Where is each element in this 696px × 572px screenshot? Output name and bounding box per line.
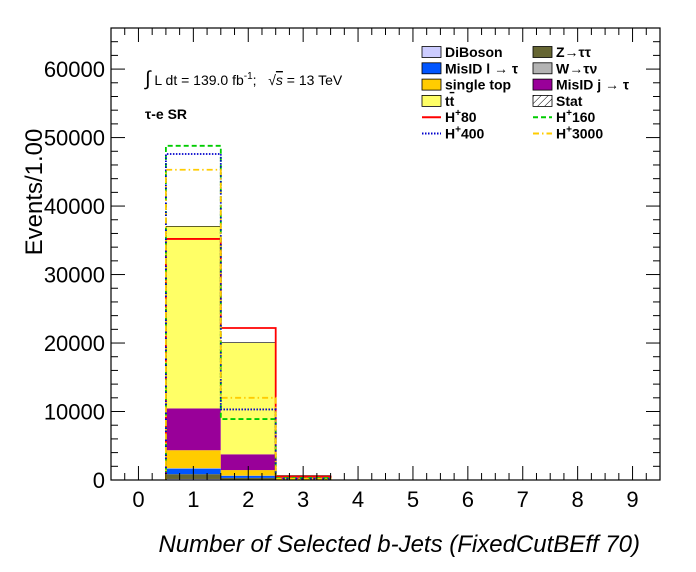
legend-label-left-0: DiBoson — [445, 44, 503, 60]
bar-5-bin-1 — [165, 408, 221, 451]
legend-swatch-left-0 — [421, 46, 442, 58]
sqrt-s: s — [276, 72, 283, 88]
x-tick-label: 3 — [297, 487, 309, 512]
y-axis-title: Events/1.00 — [21, 129, 48, 256]
tick-labels: 0 10000 20000 30000 40000 50000 60000 0 1 2 3 4 5 6 7 8… — [44, 57, 639, 512]
x-tick-label: 5 — [407, 487, 419, 512]
axis-ticks — [110, 27, 661, 481]
legend-swatch-left-1 — [421, 62, 442, 75]
legend-label-right-1: W→τν — [556, 60, 597, 76]
legend-swatch-right-1 — [532, 62, 553, 75]
legend-swatch-right-3 — [532, 95, 553, 107]
y-tick-label: 30000 — [44, 263, 105, 288]
bar-4-bin-1 — [165, 450, 221, 469]
signal-lines — [165, 144, 332, 480]
legend-label-right-4: H+160 — [556, 108, 596, 125]
legend-label-left-5: H+400 — [445, 125, 485, 142]
legend-swatch-right-0 — [532, 46, 553, 58]
y-tick-label: 10000 — [44, 400, 105, 425]
lumi-text: L dt = 139.0 fb — [150, 72, 243, 88]
legend-label-left-2: single top — [445, 77, 511, 93]
legend-label-left-4: H+80 — [445, 108, 477, 125]
lumi-separator: ; — [253, 72, 269, 88]
legend-label-right-2: MisID j → τ — [556, 77, 630, 93]
x-tick-label: 1 — [187, 487, 199, 512]
x-axis-title: Number of Selected b-Jets (FixedCutBEff … — [158, 531, 640, 558]
legend-label-left-1: MisID l → τ — [445, 60, 519, 76]
y-tick-label: 20000 — [44, 331, 105, 356]
x-tick-label: 4 — [352, 487, 364, 512]
y-tick-label: 0 — [93, 468, 105, 493]
signal-line-3 — [165, 168, 332, 480]
integral-symbol: ∫ — [144, 68, 152, 90]
lumi-exponent: -1 — [244, 71, 253, 82]
x-tick-label: 6 — [462, 487, 474, 512]
x-tick-label: 8 — [572, 487, 584, 512]
signal-line-2 — [165, 153, 332, 480]
y-tick-label: 50000 — [44, 126, 105, 151]
legend-swatch-right-2 — [532, 78, 553, 91]
energy-text: = 13 TeV — [283, 72, 343, 88]
y-tick-label: 60000 — [44, 57, 105, 82]
x-tick-label: 2 — [242, 487, 254, 512]
sqrt-symbol: √ — [268, 72, 276, 88]
lumi-annotation: ∫ L dt = 139.0 fb-1; √s = 13 TeV — [144, 68, 343, 90]
x-tick-label: 0 — [132, 487, 144, 512]
region-label: τ-e SR — [145, 106, 187, 122]
legend-label-right-0: Z→ττ — [556, 44, 592, 60]
signal-line-0 — [165, 238, 332, 480]
bar-6-bin-1 — [165, 226, 221, 409]
bar-5-bin-2 — [220, 454, 276, 471]
y-tick-label: 40000 — [44, 194, 105, 219]
x-tick-label: 9 — [626, 487, 638, 512]
legend-swatch-left-2 — [421, 78, 442, 91]
legend-label-left-3: tt — [445, 93, 455, 109]
legend-swatch-left-3 — [421, 95, 442, 107]
legend-label-right-3: Stat — [556, 93, 583, 109]
x-tick-label: 7 — [517, 487, 529, 512]
signal-line-1 — [165, 144, 332, 480]
legend-label-right-5: H+3000 — [556, 125, 603, 142]
